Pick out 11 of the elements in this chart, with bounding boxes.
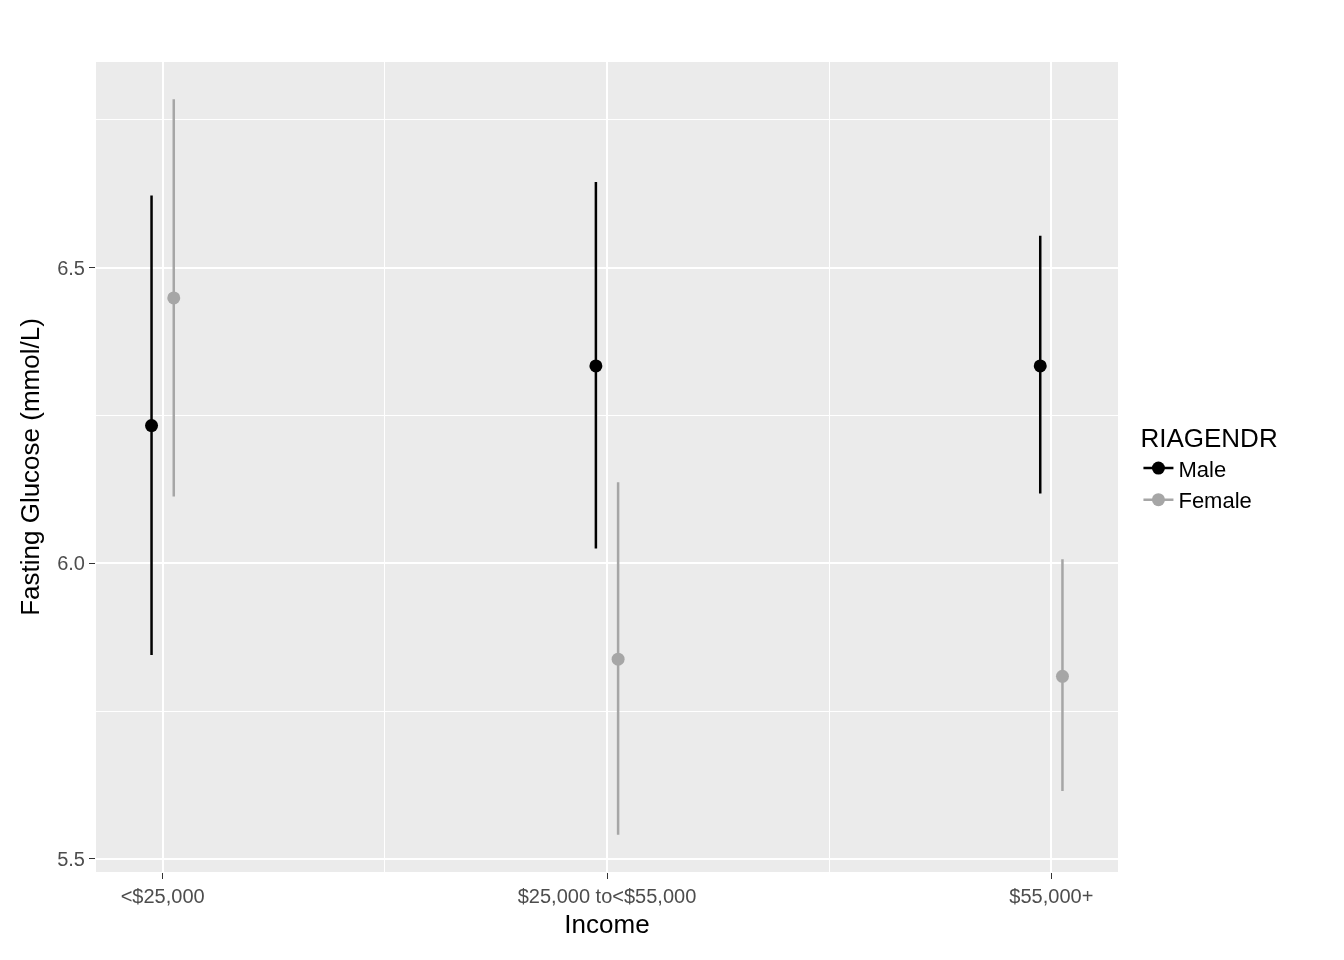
- legend-label: Female: [1178, 488, 1252, 514]
- y-tick-label: 6.0: [57, 552, 85, 575]
- legend-label: Male: [1178, 456, 1227, 482]
- legend-title: RIAGENDR: [1140, 423, 1278, 454]
- x-tick-label: $55,000+: [1009, 885, 1094, 907]
- x-tick-label: $25,000 to<$55,000: [517, 885, 697, 907]
- y-axis-title: Fasting Glucose (mmol/L): [14, 318, 45, 616]
- y-tick-label: 6.5: [57, 256, 85, 279]
- x-tick-label: <$25,000: [120, 885, 205, 907]
- y-tick-label: 5.5: [57, 847, 85, 870]
- x-axis-title: Income: [564, 908, 650, 939]
